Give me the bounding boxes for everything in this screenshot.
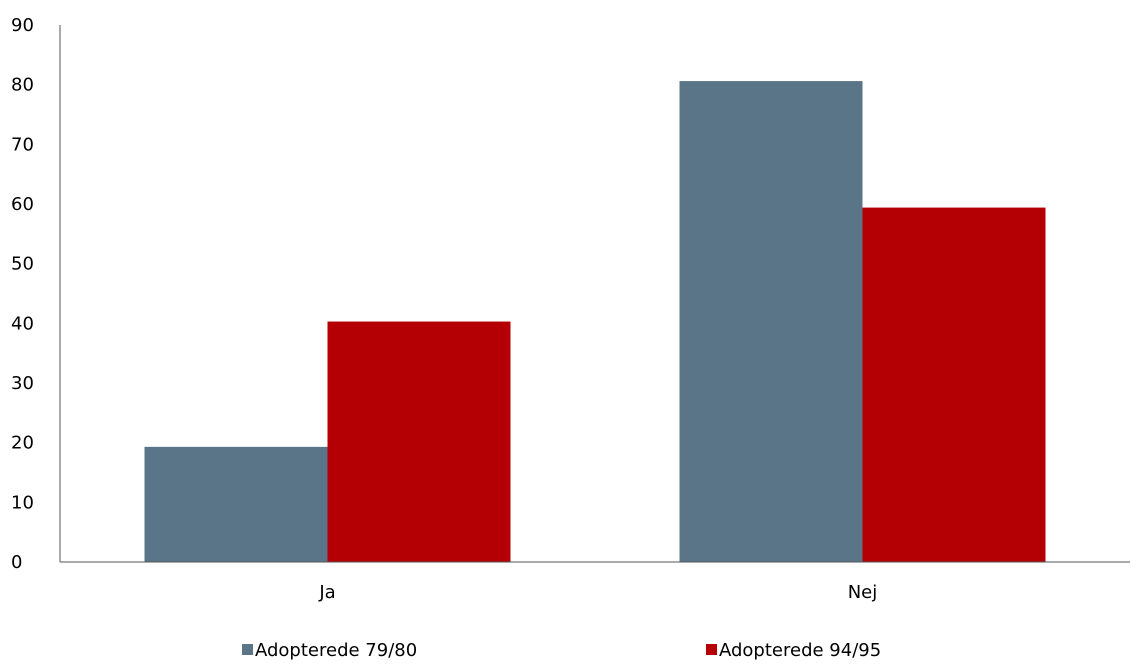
bar-nej-series-2	[862, 207, 1046, 562]
x-tick-label: Nej	[848, 582, 878, 603]
y-tick-label: 30	[11, 373, 34, 394]
y-tick-label: 0	[11, 552, 22, 573]
y-tick-label: 90	[11, 15, 34, 36]
bar-ja-series-2	[327, 321, 511, 562]
y-tick-label: 60	[11, 194, 34, 215]
y-tick-label: 20	[11, 433, 34, 454]
legend-swatch	[706, 644, 717, 655]
y-tick-label: 80	[11, 75, 34, 96]
y-tick-label: 50	[11, 254, 34, 275]
bars	[144, 81, 1046, 562]
y-tick-label: 40	[11, 313, 34, 334]
x-axis: Ja Nej	[60, 561, 1130, 603]
legend-label: Adopterede 94/95	[719, 640, 881, 661]
y-tick-label: 70	[11, 134, 34, 155]
y-axis: 0 10 20 30 40 50 60 70 80 90	[11, 15, 61, 573]
bar-nej-series-1	[679, 81, 863, 562]
legend-label: Adopterede 79/80	[255, 640, 417, 661]
x-tick-label: Ja	[318, 582, 335, 603]
y-tick-label: 10	[11, 492, 34, 513]
legend-swatch	[242, 644, 253, 655]
bar-ja-series-1	[144, 446, 328, 562]
legend: Adopterede 79/80 Adopterede 94/95	[242, 640, 881, 661]
